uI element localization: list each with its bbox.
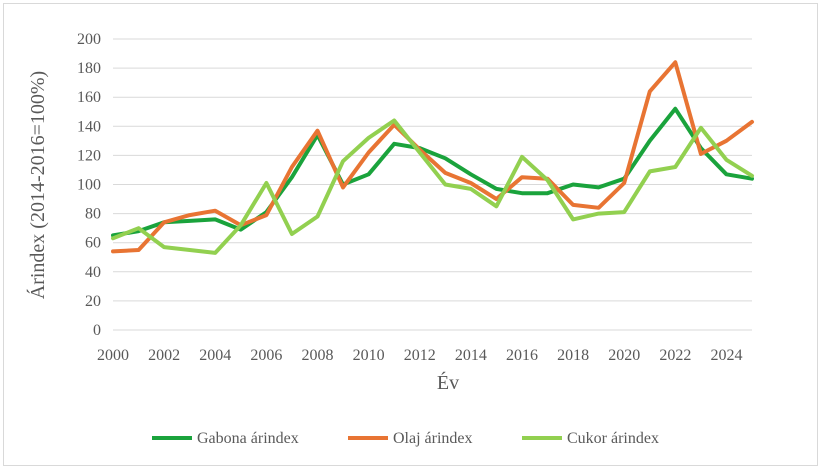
x-tick-label: 2006 <box>250 347 282 364</box>
legend-label-3: Cukor árindex <box>567 430 659 447</box>
y-tick-label: 100 <box>77 177 101 194</box>
legend-label-1: Gabona árindex <box>197 430 299 447</box>
x-tick-label: 2008 <box>301 347 333 364</box>
x-axis-title: Év <box>437 371 459 394</box>
gridlines <box>113 38 752 331</box>
y-tick-label: 20 <box>85 293 101 310</box>
y-tick-label: 80 <box>85 206 101 223</box>
x-tick-label: 2018 <box>557 347 589 364</box>
x-tick-label: 2016 <box>506 347 538 364</box>
legend: Gabona árindex Olaj árindex Cukor árindex <box>152 430 659 447</box>
y-tick-label: 180 <box>77 60 101 77</box>
x-tick-label: 2014 <box>455 347 487 364</box>
x-tick-label: 2020 <box>608 347 640 364</box>
x-tick-label: 2010 <box>353 347 385 364</box>
y-tick-labels: 0 20 40 60 80 100 120 140 160 180 200 <box>77 31 101 339</box>
y-tick-label: 40 <box>85 264 101 281</box>
x-tick-label: 2004 <box>199 347 231 364</box>
y-tick-label: 140 <box>77 118 101 135</box>
x-tick-label: 2022 <box>659 347 691 364</box>
y-tick-label: 160 <box>77 89 101 106</box>
x-tick-label: 2012 <box>404 347 436 364</box>
series-lines <box>111 60 754 255</box>
y-tick-label: 60 <box>85 235 101 252</box>
series-line-2 <box>111 60 754 254</box>
series-line-1 <box>111 106 754 238</box>
y-tick-label: 0 <box>93 322 101 339</box>
y-axis-title: Árindex (2014-2016=100%) <box>26 71 49 299</box>
legend-label-2: Olaj árindex <box>393 430 473 447</box>
x-tick-label: 2024 <box>710 347 742 364</box>
x-tick-label: 2002 <box>148 347 180 364</box>
y-tick-label: 120 <box>77 147 101 164</box>
y-tick-label: 200 <box>77 31 101 48</box>
x-tick-labels: 2000 2002 2004 2006 2008 2010 2012 2014 2016 2018… <box>97 347 742 364</box>
x-tick-label: 2000 <box>97 347 129 364</box>
series-line-3 <box>111 118 754 255</box>
